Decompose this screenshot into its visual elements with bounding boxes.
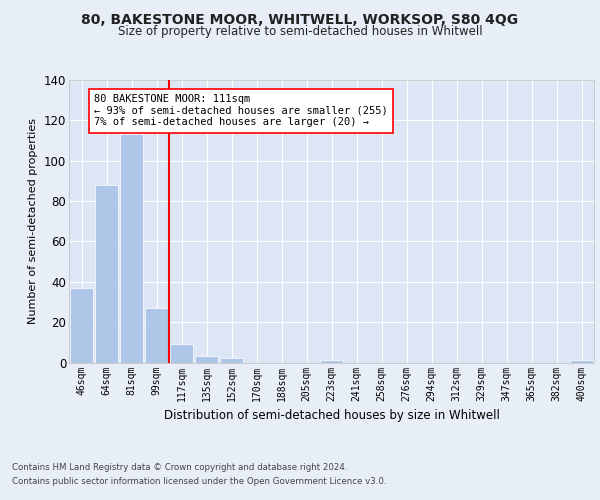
Bar — [170, 344, 193, 362]
Bar — [120, 134, 143, 362]
Bar — [570, 360, 593, 362]
Text: 80, BAKESTONE MOOR, WHITWELL, WORKSOP, S80 4QG: 80, BAKESTONE MOOR, WHITWELL, WORKSOP, S… — [82, 12, 518, 26]
Text: Contains HM Land Registry data © Crown copyright and database right 2024.: Contains HM Land Registry data © Crown c… — [12, 464, 347, 472]
Text: 80 BAKESTONE MOOR: 111sqm
← 93% of semi-detached houses are smaller (255)
7% of : 80 BAKESTONE MOOR: 111sqm ← 93% of semi-… — [94, 94, 388, 128]
Bar — [95, 185, 118, 362]
Text: Contains public sector information licensed under the Open Government Licence v3: Contains public sector information licen… — [12, 477, 386, 486]
Bar — [320, 360, 343, 362]
Bar — [145, 308, 168, 362]
Y-axis label: Number of semi-detached properties: Number of semi-detached properties — [28, 118, 38, 324]
Bar — [195, 356, 218, 362]
Bar — [220, 358, 243, 362]
Bar — [70, 288, 93, 362]
X-axis label: Distribution of semi-detached houses by size in Whitwell: Distribution of semi-detached houses by … — [164, 409, 499, 422]
Text: Size of property relative to semi-detached houses in Whitwell: Size of property relative to semi-detach… — [118, 25, 482, 38]
